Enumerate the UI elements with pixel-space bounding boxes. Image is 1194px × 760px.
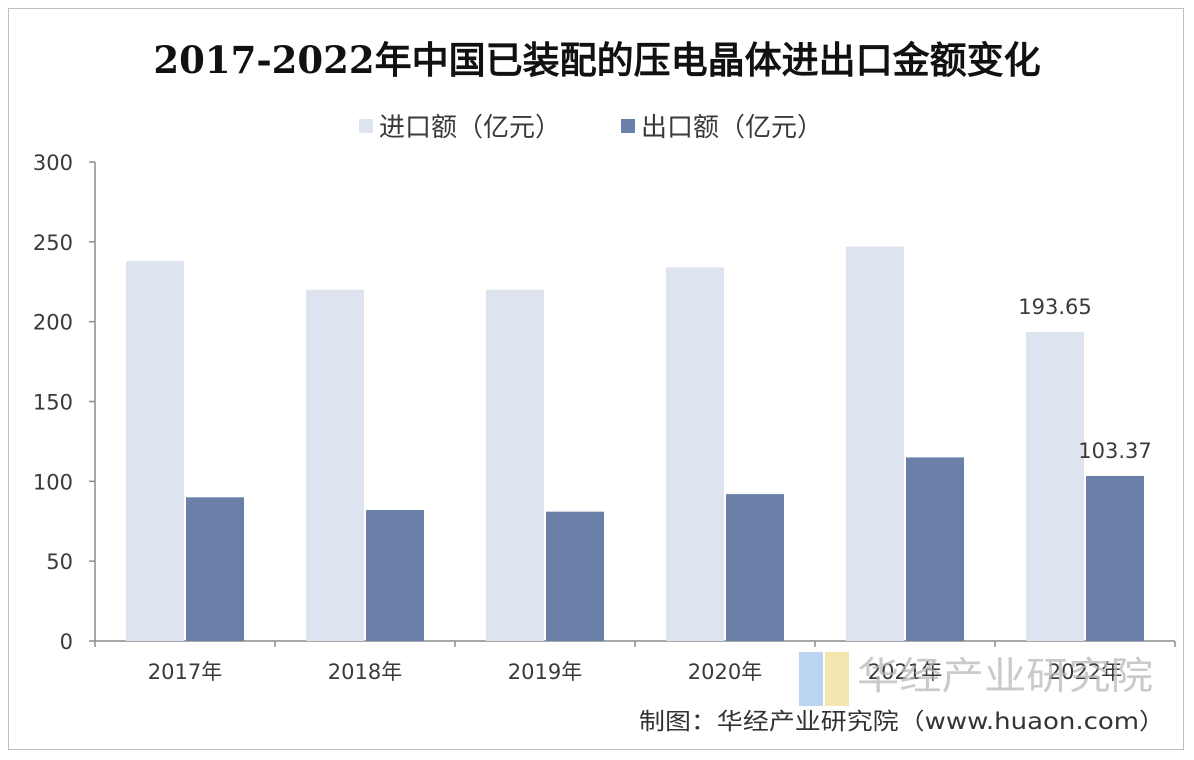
bar-import-3 bbox=[666, 267, 724, 641]
y-tick-label: 150 bbox=[33, 391, 73, 415]
chart-title: 2017-2022年中国已装配的压电晶体进出口金额变化 bbox=[153, 38, 1040, 82]
data-label-0: 193.65 bbox=[1018, 295, 1091, 319]
bars bbox=[126, 246, 1144, 641]
watermark: 华经产业研究院 bbox=[799, 652, 1153, 706]
legend-label-1: 出口额（亿元） bbox=[641, 113, 823, 143]
y-tick-label: 0 bbox=[60, 630, 73, 654]
watermark-text: 华经产业研究院 bbox=[857, 654, 1153, 698]
y-tick-label: 50 bbox=[46, 550, 73, 574]
bar-import-1 bbox=[306, 289, 364, 641]
x-tick-label: 2018年 bbox=[328, 660, 402, 684]
watermark-logo-left bbox=[799, 652, 823, 706]
bar-export-2 bbox=[546, 511, 604, 641]
bar-import-5 bbox=[1026, 331, 1084, 641]
y-tick-label: 100 bbox=[33, 470, 73, 494]
bar-export-5 bbox=[1086, 475, 1144, 641]
y-tick-label: 200 bbox=[33, 311, 73, 335]
bar-export-3 bbox=[726, 494, 784, 641]
bar-export-0 bbox=[186, 497, 244, 641]
legend-swatch-1 bbox=[621, 119, 635, 133]
chart-frame: 2017-2022年中国已装配的压电晶体进出口金额变化 进口额（亿元） 出口额（亿… bbox=[8, 8, 1184, 750]
x-tick-label: 2022年 bbox=[1048, 660, 1122, 684]
x-tick-label: 2019年 bbox=[508, 660, 582, 684]
x-tick-label: 2017年 bbox=[148, 660, 222, 684]
source-note: 制图：华经产业研究院（www.huaon.com） bbox=[639, 709, 1165, 735]
bar-export-4 bbox=[906, 457, 964, 641]
data-label-1: 103.37 bbox=[1078, 439, 1151, 463]
data-labels: 193.65 103.37 bbox=[1018, 295, 1151, 463]
y-tick-label: 300 bbox=[33, 151, 73, 175]
bar-import-2 bbox=[486, 289, 544, 641]
y-tick-label: 250 bbox=[33, 231, 73, 255]
bar-export-1 bbox=[366, 510, 424, 641]
axes: 0 50 100 150 200 250 300 2017年 2018年 2019年 2020年 20… bbox=[33, 151, 1176, 684]
bar-import-4 bbox=[846, 246, 904, 641]
x-tick-label: 2021年 bbox=[868, 660, 942, 684]
x-tick-label: 2020年 bbox=[688, 660, 762, 684]
chart-canvas: 2017-2022年中国已装配的压电晶体进出口金额变化 进口额（亿元） 出口额（亿… bbox=[33, 38, 1176, 735]
legend: 进口额（亿元） 出口额（亿元） bbox=[359, 113, 823, 143]
bar-import-0 bbox=[126, 260, 184, 641]
legend-swatch-0 bbox=[359, 119, 373, 133]
legend-label-0: 进口额（亿元） bbox=[379, 113, 561, 143]
watermark-logo-right bbox=[825, 652, 849, 706]
